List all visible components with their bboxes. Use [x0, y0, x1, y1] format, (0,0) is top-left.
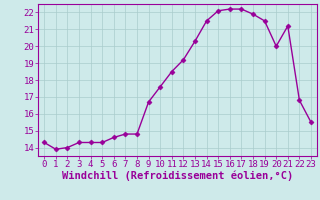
- X-axis label: Windchill (Refroidissement éolien,°C): Windchill (Refroidissement éolien,°C): [62, 171, 293, 181]
